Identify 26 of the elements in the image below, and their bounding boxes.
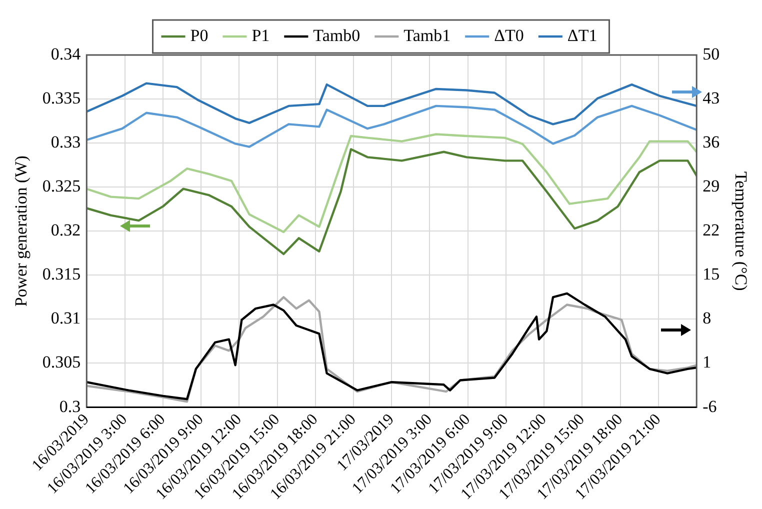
y-tick-label: 0.315 [42,264,81,284]
y-tick-label: 0.33 [50,132,81,152]
legend-label: Tamb1 [404,26,451,45]
y2-tick-label: 1 [702,352,712,372]
y-tick-label: 0.32 [50,220,81,240]
legend-label: P1 [252,26,270,45]
y2-tick-label: 36 [702,132,720,152]
y-axis-title: Power generation (W) [12,156,31,307]
y-tick-label: 0.31 [50,308,81,328]
legend-label: P0 [190,26,208,45]
y2-tick-label: 22 [702,220,720,240]
y-tick-label: 0.305 [42,352,81,372]
legend-label: ΔT1 [567,26,598,45]
y2-axis-title: Temperature (°C) [731,171,750,291]
y-tick-label: 0.34 [50,44,82,64]
y2-tick-label: 8 [702,308,712,328]
y-tick-label: 0.325 [42,176,81,196]
y-tick-label: 0.335 [42,88,81,108]
legend-label: Tamb0 [313,26,360,45]
y2-tick-label: 50 [702,44,720,64]
y-tick-label: 0.3 [59,396,81,416]
y2-tick-label: -6 [702,396,717,416]
legend-label: ΔT0 [494,26,524,45]
y2-tick-label: 29 [702,176,720,196]
y2-tick-label: 15 [702,264,720,284]
y2-tick-label: 43 [702,88,720,108]
